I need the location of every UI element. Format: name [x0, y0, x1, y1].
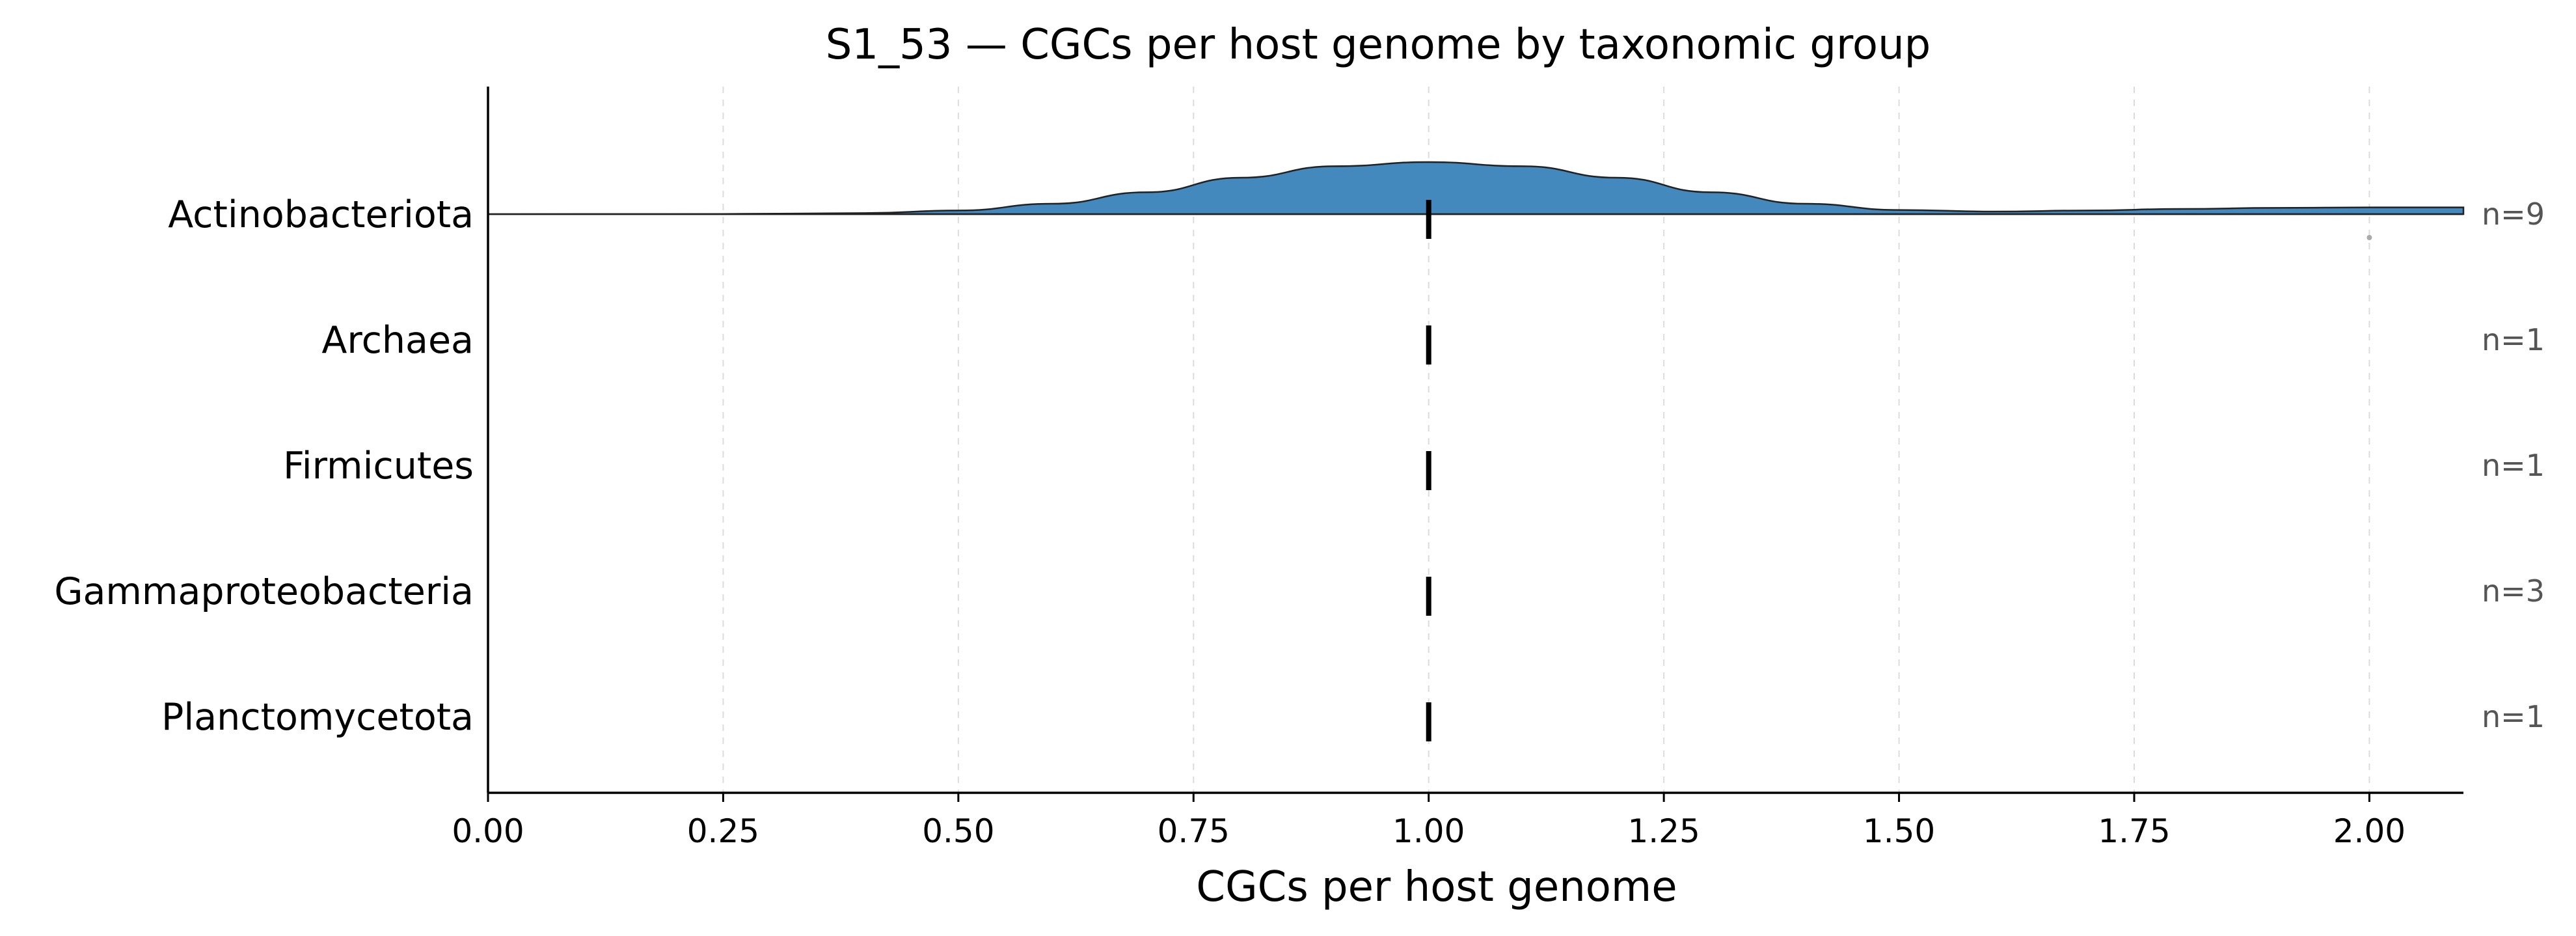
x-tick-label-4: 1.00: [1392, 812, 1465, 850]
group-labels: Actinobacteriota n=9 Archaea n=1 Firmicutes n…: [54, 193, 2545, 739]
group-label-2: Firmicutes: [283, 445, 474, 488]
group-count-4: n=1: [2482, 699, 2545, 734]
outlier-point-0: [2366, 235, 2372, 240]
x-tick-label-1: 0.25: [687, 812, 759, 850]
group-label-0: Actinobacteriota: [168, 193, 474, 236]
x-tick-label-2: 0.50: [922, 812, 994, 850]
group-label-1: Archaea: [321, 319, 474, 362]
group-count-0: n=9: [2482, 197, 2545, 232]
x-tick-label-5: 1.25: [1627, 812, 1700, 850]
ridge-density-0: [487, 161, 2465, 215]
ridges: [487, 161, 2465, 741]
x-tick-label-3: 0.75: [1158, 812, 1230, 850]
chart-title: S1_53 — CGCs per host genome by taxonomi…: [826, 21, 1931, 69]
group-count-2: n=1: [2482, 448, 2545, 483]
x-tick-label-0: 0.00: [452, 812, 524, 850]
x-axis-ticks: 0.00 0.25 0.50 0.75 1.00 1.25 1.50 1.75 2.00: [452, 793, 2406, 850]
group-label-3: Gammaproteobacteria: [54, 570, 474, 613]
group-label-4: Planctomycetota: [161, 696, 474, 739]
group-count-1: n=1: [2482, 322, 2545, 357]
x-axis-label: CGCs per host genome: [1196, 863, 1677, 911]
x-tick-label-7: 1.75: [2098, 812, 2170, 850]
x-tick-label-8: 2.00: [2333, 812, 2406, 850]
group-count-3: n=3: [2482, 573, 2545, 609]
x-tick-label-6: 1.50: [1863, 812, 1935, 850]
